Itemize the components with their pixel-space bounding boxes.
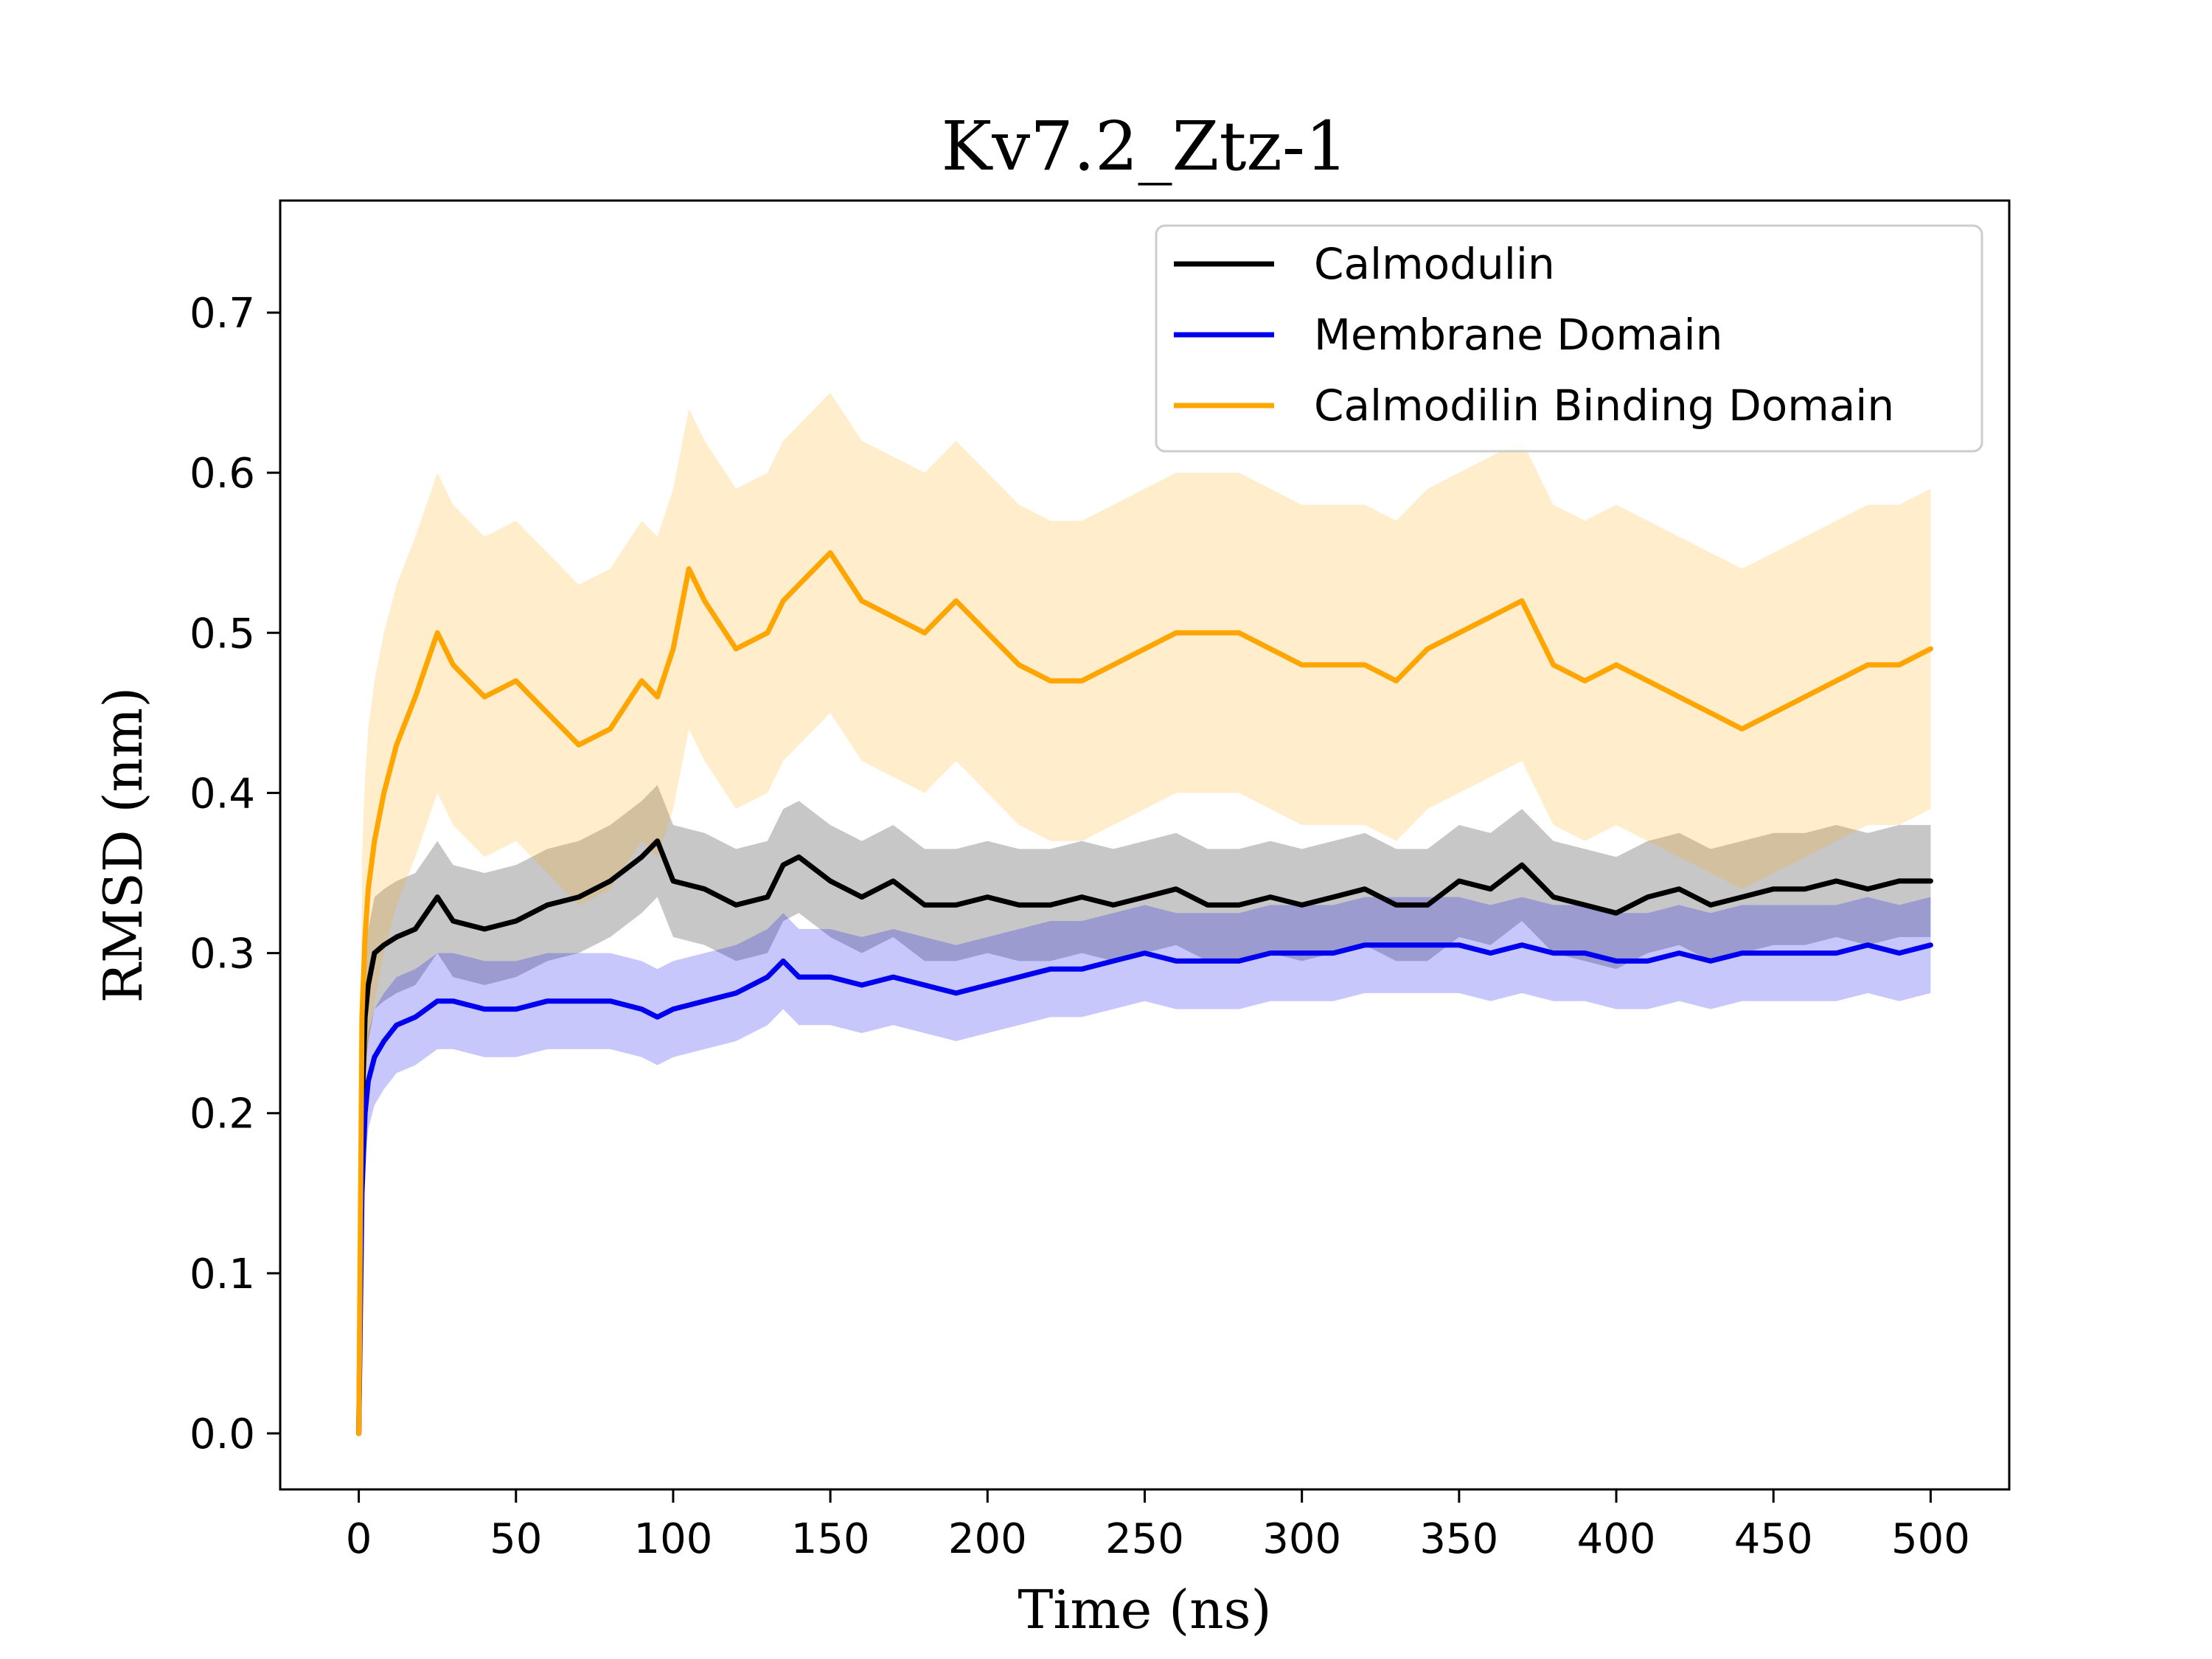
y-tick-label: 0.1: [189, 1251, 255, 1298]
series-line-1: [356, 942, 1933, 1436]
series-line-2: [356, 550, 1933, 1436]
y-tick-label: 0.3: [189, 931, 255, 978]
x-axis-title: Time (ns): [1018, 1579, 1271, 1641]
x-tick-label: 200: [948, 1515, 1027, 1563]
x-axis-ticks: 0 50 100 150 200 250 300 350 400 450 500: [346, 1489, 1970, 1563]
y-tick-label: 0.5: [189, 610, 255, 658]
y-tick-label: 0.0: [189, 1411, 255, 1458]
x-tick-label: 50: [490, 1515, 542, 1563]
spread-band-0: [358, 785, 1931, 1433]
spread-bands: [358, 392, 1931, 1433]
x-tick-label: 150: [791, 1515, 870, 1563]
x-tick-label: 300: [1262, 1515, 1341, 1563]
series-lines: [356, 550, 1933, 1436]
x-tick-label: 100: [634, 1515, 713, 1563]
legend-label: Calmodilin Binding Domain: [1314, 380, 1894, 431]
y-axis-title: RMSD (nm): [92, 687, 154, 1004]
y-tick-label: 0.6: [189, 450, 255, 498]
chart-title: Kv7.2_Ztz-1: [942, 107, 1349, 186]
series-line-0: [356, 838, 1933, 1436]
legend: Calmodulin Membrane Domain Calmodilin Bind…: [1155, 224, 1983, 453]
legend-label: Membrane Domain: [1314, 310, 1722, 360]
x-tick-label: 250: [1105, 1515, 1184, 1563]
legend-box: [1155, 224, 1983, 453]
y-tick-label: 0.2: [189, 1091, 255, 1138]
y-tick-label: 0.7: [189, 290, 255, 338]
x-tick-label: 0: [346, 1515, 372, 1563]
x-tick-label: 450: [1734, 1515, 1813, 1563]
x-tick-label: 500: [1891, 1515, 1970, 1563]
spread-band-2: [358, 392, 1931, 1433]
legend-label: Calmodulin: [1314, 239, 1555, 289]
y-tick-label: 0.4: [189, 770, 255, 818]
x-tick-label: 400: [1577, 1515, 1656, 1563]
y-axis-ticks: 0.0 0.1 0.2 0.3 0.4 0.5 0.6 0.7: [189, 290, 280, 1458]
x-tick-label: 350: [1419, 1515, 1498, 1563]
spread-band-1: [358, 897, 1931, 1433]
